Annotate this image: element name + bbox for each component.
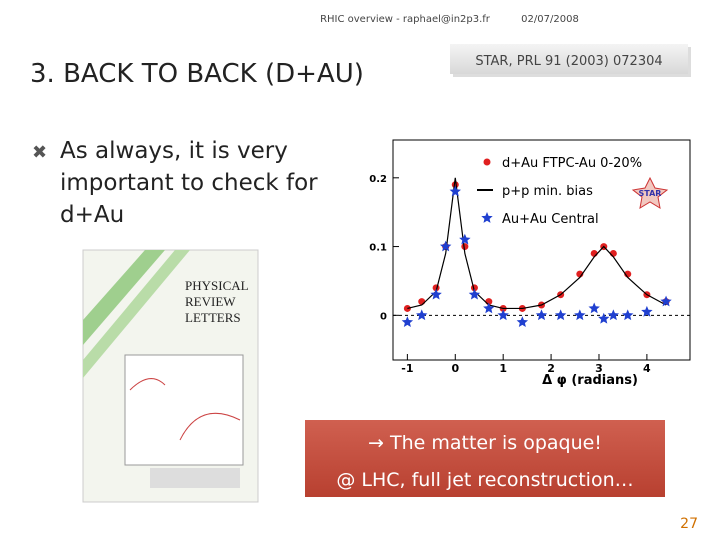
legend-swatch [483, 158, 491, 166]
legend-label: d+Au FTPC-Au 0-20% [502, 156, 642, 171]
cover-title: REVIEW [185, 294, 236, 309]
bullet-line: important to check for [60, 170, 318, 196]
data-point [416, 309, 428, 321]
citation-box [450, 44, 688, 74]
data-point [554, 309, 567, 321]
callout-line: @ LHC, full jet reconstruction… [336, 469, 633, 491]
data-point [574, 309, 586, 321]
series-line [407, 177, 667, 310]
data-point [468, 288, 481, 300]
journal-cover: PHYSICAL REVIEW LETTERS [82, 249, 259, 503]
legend-swatch [481, 212, 493, 223]
data-point [516, 316, 529, 328]
slide-title: 3. BACK TO BACK (D+AU) [30, 59, 364, 89]
x-tick-label: 2 [547, 362, 555, 375]
data-point [461, 243, 469, 251]
x-tick-label: 4 [643, 362, 651, 375]
data-point [660, 295, 672, 307]
star-logo: STAR [631, 176, 669, 209]
x-axis-label: Δ φ (radians) [542, 373, 638, 388]
bullet-line: d+Au [60, 202, 124, 228]
data-point [439, 240, 452, 252]
cover-title: PHYSICAL [185, 278, 249, 293]
data-point [449, 185, 461, 197]
cover-title: LETTERS [185, 310, 241, 325]
data-point [497, 309, 509, 321]
y-tick-label: 0 [380, 311, 387, 322]
data-point [622, 309, 634, 321]
legend-label: Au+Au Central [502, 212, 599, 227]
y-tick-label: 0.1 [369, 243, 387, 254]
data-point [641, 305, 653, 317]
x-tick-label: 0 [451, 362, 459, 375]
plot-frame [392, 139, 691, 361]
data-point [598, 312, 610, 324]
callout-box [305, 420, 665, 497]
data-point [401, 316, 414, 328]
data-point [535, 309, 548, 321]
svg-text:STAR: STAR [639, 189, 662, 198]
x-tick-label: 1 [499, 362, 507, 375]
page-number: 27 [680, 516, 698, 532]
callout-line: → The matter is opaque! [368, 432, 602, 454]
legend-label: p+p min. bias [502, 184, 593, 199]
citation: STAR, PRL 91 (2003) 072304 [475, 54, 662, 69]
x-tick-label: 3 [595, 362, 603, 375]
data-point [607, 309, 620, 321]
header-date: 02/07/2008 [521, 14, 579, 25]
plot: -1 0 1 2 3 4 0 0.1 0.2 d+Au FTPC-Au 0-20% p+p min.… [369, 156, 690, 375]
y-tick-label: 0.2 [369, 174, 387, 185]
bullet-icon: ✖ [32, 142, 47, 163]
data-point [418, 298, 426, 306]
data-point [451, 181, 459, 189]
data-point [430, 288, 442, 300]
x-tick-label: -1 [401, 362, 413, 375]
bullet-line: As always, it is very [60, 138, 288, 164]
header-author: RHIC overview - raphael@in2p3.fr [320, 14, 491, 25]
data-point [588, 302, 600, 314]
data-point [483, 302, 495, 314]
data-point [459, 233, 471, 245]
